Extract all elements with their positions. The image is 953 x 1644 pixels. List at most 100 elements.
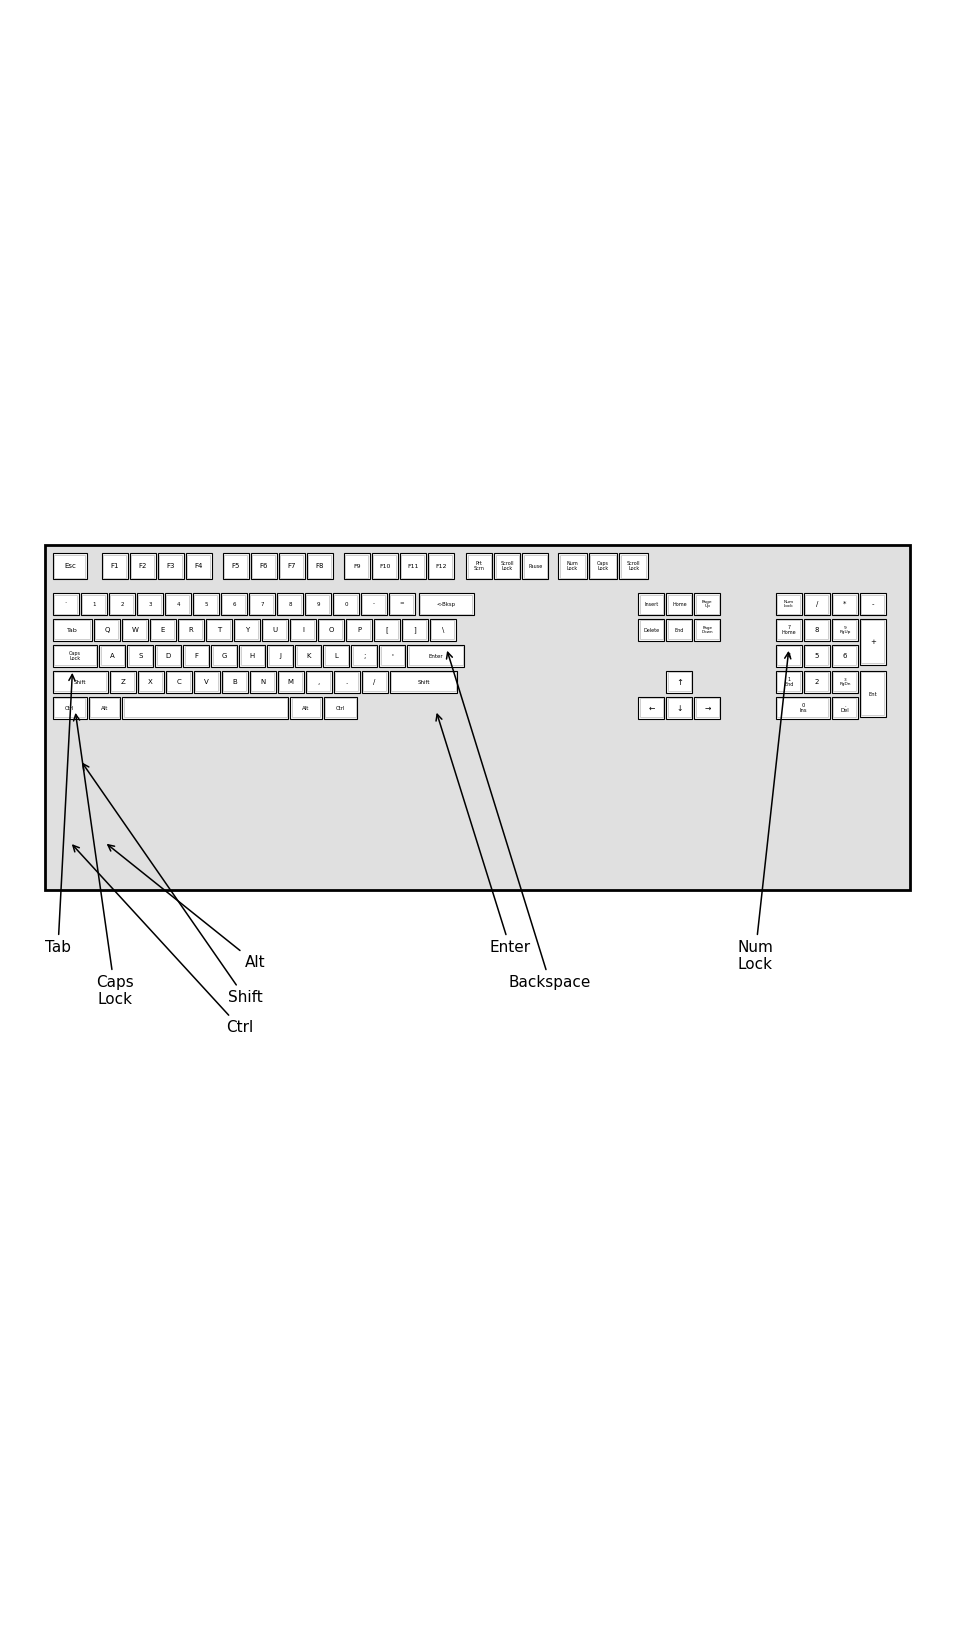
Text: Prt
Scrn: Prt Scrn xyxy=(474,561,484,572)
Bar xyxy=(344,552,370,579)
Text: Caps
Lock: Caps Lock xyxy=(69,651,81,661)
Bar xyxy=(335,595,357,613)
Bar xyxy=(695,699,719,717)
Text: Backspace: Backspace xyxy=(446,653,591,990)
Bar xyxy=(280,554,303,577)
Bar xyxy=(347,620,370,640)
Text: F1: F1 xyxy=(111,562,119,569)
Bar xyxy=(290,697,321,718)
Bar xyxy=(194,595,217,613)
Text: S: S xyxy=(138,653,142,659)
Bar xyxy=(803,593,829,615)
Text: Shift: Shift xyxy=(74,679,87,684)
Text: 3
PgDn: 3 PgDn xyxy=(839,677,850,686)
Bar xyxy=(833,646,856,666)
Bar xyxy=(390,595,413,613)
Bar xyxy=(333,593,358,615)
Bar xyxy=(53,697,87,718)
Bar xyxy=(430,620,456,641)
Bar xyxy=(694,593,720,615)
Bar xyxy=(123,620,147,640)
Bar xyxy=(54,672,106,692)
Bar xyxy=(307,672,330,692)
Bar xyxy=(185,646,208,666)
Text: T: T xyxy=(216,626,221,633)
Bar xyxy=(132,554,154,577)
Text: Enter: Enter xyxy=(428,654,442,659)
Bar xyxy=(360,593,387,615)
Text: Page
Down: Page Down xyxy=(700,626,713,635)
Bar xyxy=(89,697,120,718)
Bar xyxy=(94,620,120,641)
Text: N: N xyxy=(260,679,265,686)
Text: E: E xyxy=(161,626,165,633)
Bar xyxy=(251,672,274,692)
Bar xyxy=(101,646,124,666)
Bar xyxy=(335,672,357,692)
Bar xyxy=(431,620,454,640)
Bar xyxy=(362,595,385,613)
Bar xyxy=(137,593,163,615)
Text: K: K xyxy=(306,653,310,659)
Text: Delete: Delete xyxy=(642,628,659,633)
Bar xyxy=(803,671,829,694)
Bar xyxy=(305,593,331,615)
Text: Ctrl: Ctrl xyxy=(335,705,345,710)
Text: 3: 3 xyxy=(148,602,152,607)
Bar xyxy=(374,554,396,577)
Bar xyxy=(249,593,274,615)
Bar xyxy=(351,644,376,667)
Bar xyxy=(45,546,909,889)
Text: 0
Ins: 0 Ins xyxy=(799,702,806,713)
Bar xyxy=(111,672,134,692)
Text: R: R xyxy=(189,626,193,633)
Bar xyxy=(831,620,857,641)
Bar xyxy=(99,644,125,667)
Bar xyxy=(695,620,719,640)
Text: Z: Z xyxy=(120,679,125,686)
Bar xyxy=(54,699,85,717)
Bar xyxy=(82,595,106,613)
Bar xyxy=(334,671,359,694)
Bar xyxy=(54,646,95,666)
Bar xyxy=(831,644,857,667)
Bar xyxy=(156,646,179,666)
Bar xyxy=(666,697,692,718)
Bar xyxy=(859,593,885,615)
Bar xyxy=(590,554,616,577)
Text: Pause: Pause xyxy=(528,564,542,569)
Bar xyxy=(277,671,303,694)
Text: 7: 7 xyxy=(260,602,263,607)
Text: F5: F5 xyxy=(232,562,240,569)
Bar xyxy=(250,671,275,694)
Bar xyxy=(167,672,190,692)
Text: F10: F10 xyxy=(379,564,391,569)
Bar xyxy=(253,554,275,577)
Bar xyxy=(276,593,303,615)
Bar xyxy=(638,593,663,615)
Bar xyxy=(267,644,293,667)
Text: .: . xyxy=(345,679,347,686)
Bar xyxy=(224,554,247,577)
Bar xyxy=(831,671,857,694)
Text: 0: 0 xyxy=(344,602,348,607)
Text: 9: 9 xyxy=(315,602,319,607)
Bar xyxy=(53,620,91,641)
Bar xyxy=(667,672,690,692)
Bar xyxy=(307,552,333,579)
Bar xyxy=(323,644,349,667)
Bar xyxy=(155,644,181,667)
Bar xyxy=(54,554,85,577)
Bar xyxy=(666,620,692,641)
Bar xyxy=(558,552,586,579)
Bar xyxy=(638,620,663,641)
Bar xyxy=(467,554,491,577)
Bar xyxy=(109,593,135,615)
Text: O: O xyxy=(328,626,334,633)
Bar xyxy=(95,620,118,640)
Bar xyxy=(833,699,856,717)
Bar xyxy=(833,620,856,640)
Bar xyxy=(496,554,518,577)
Bar xyxy=(803,620,829,641)
Text: Ctrl: Ctrl xyxy=(72,845,253,1036)
